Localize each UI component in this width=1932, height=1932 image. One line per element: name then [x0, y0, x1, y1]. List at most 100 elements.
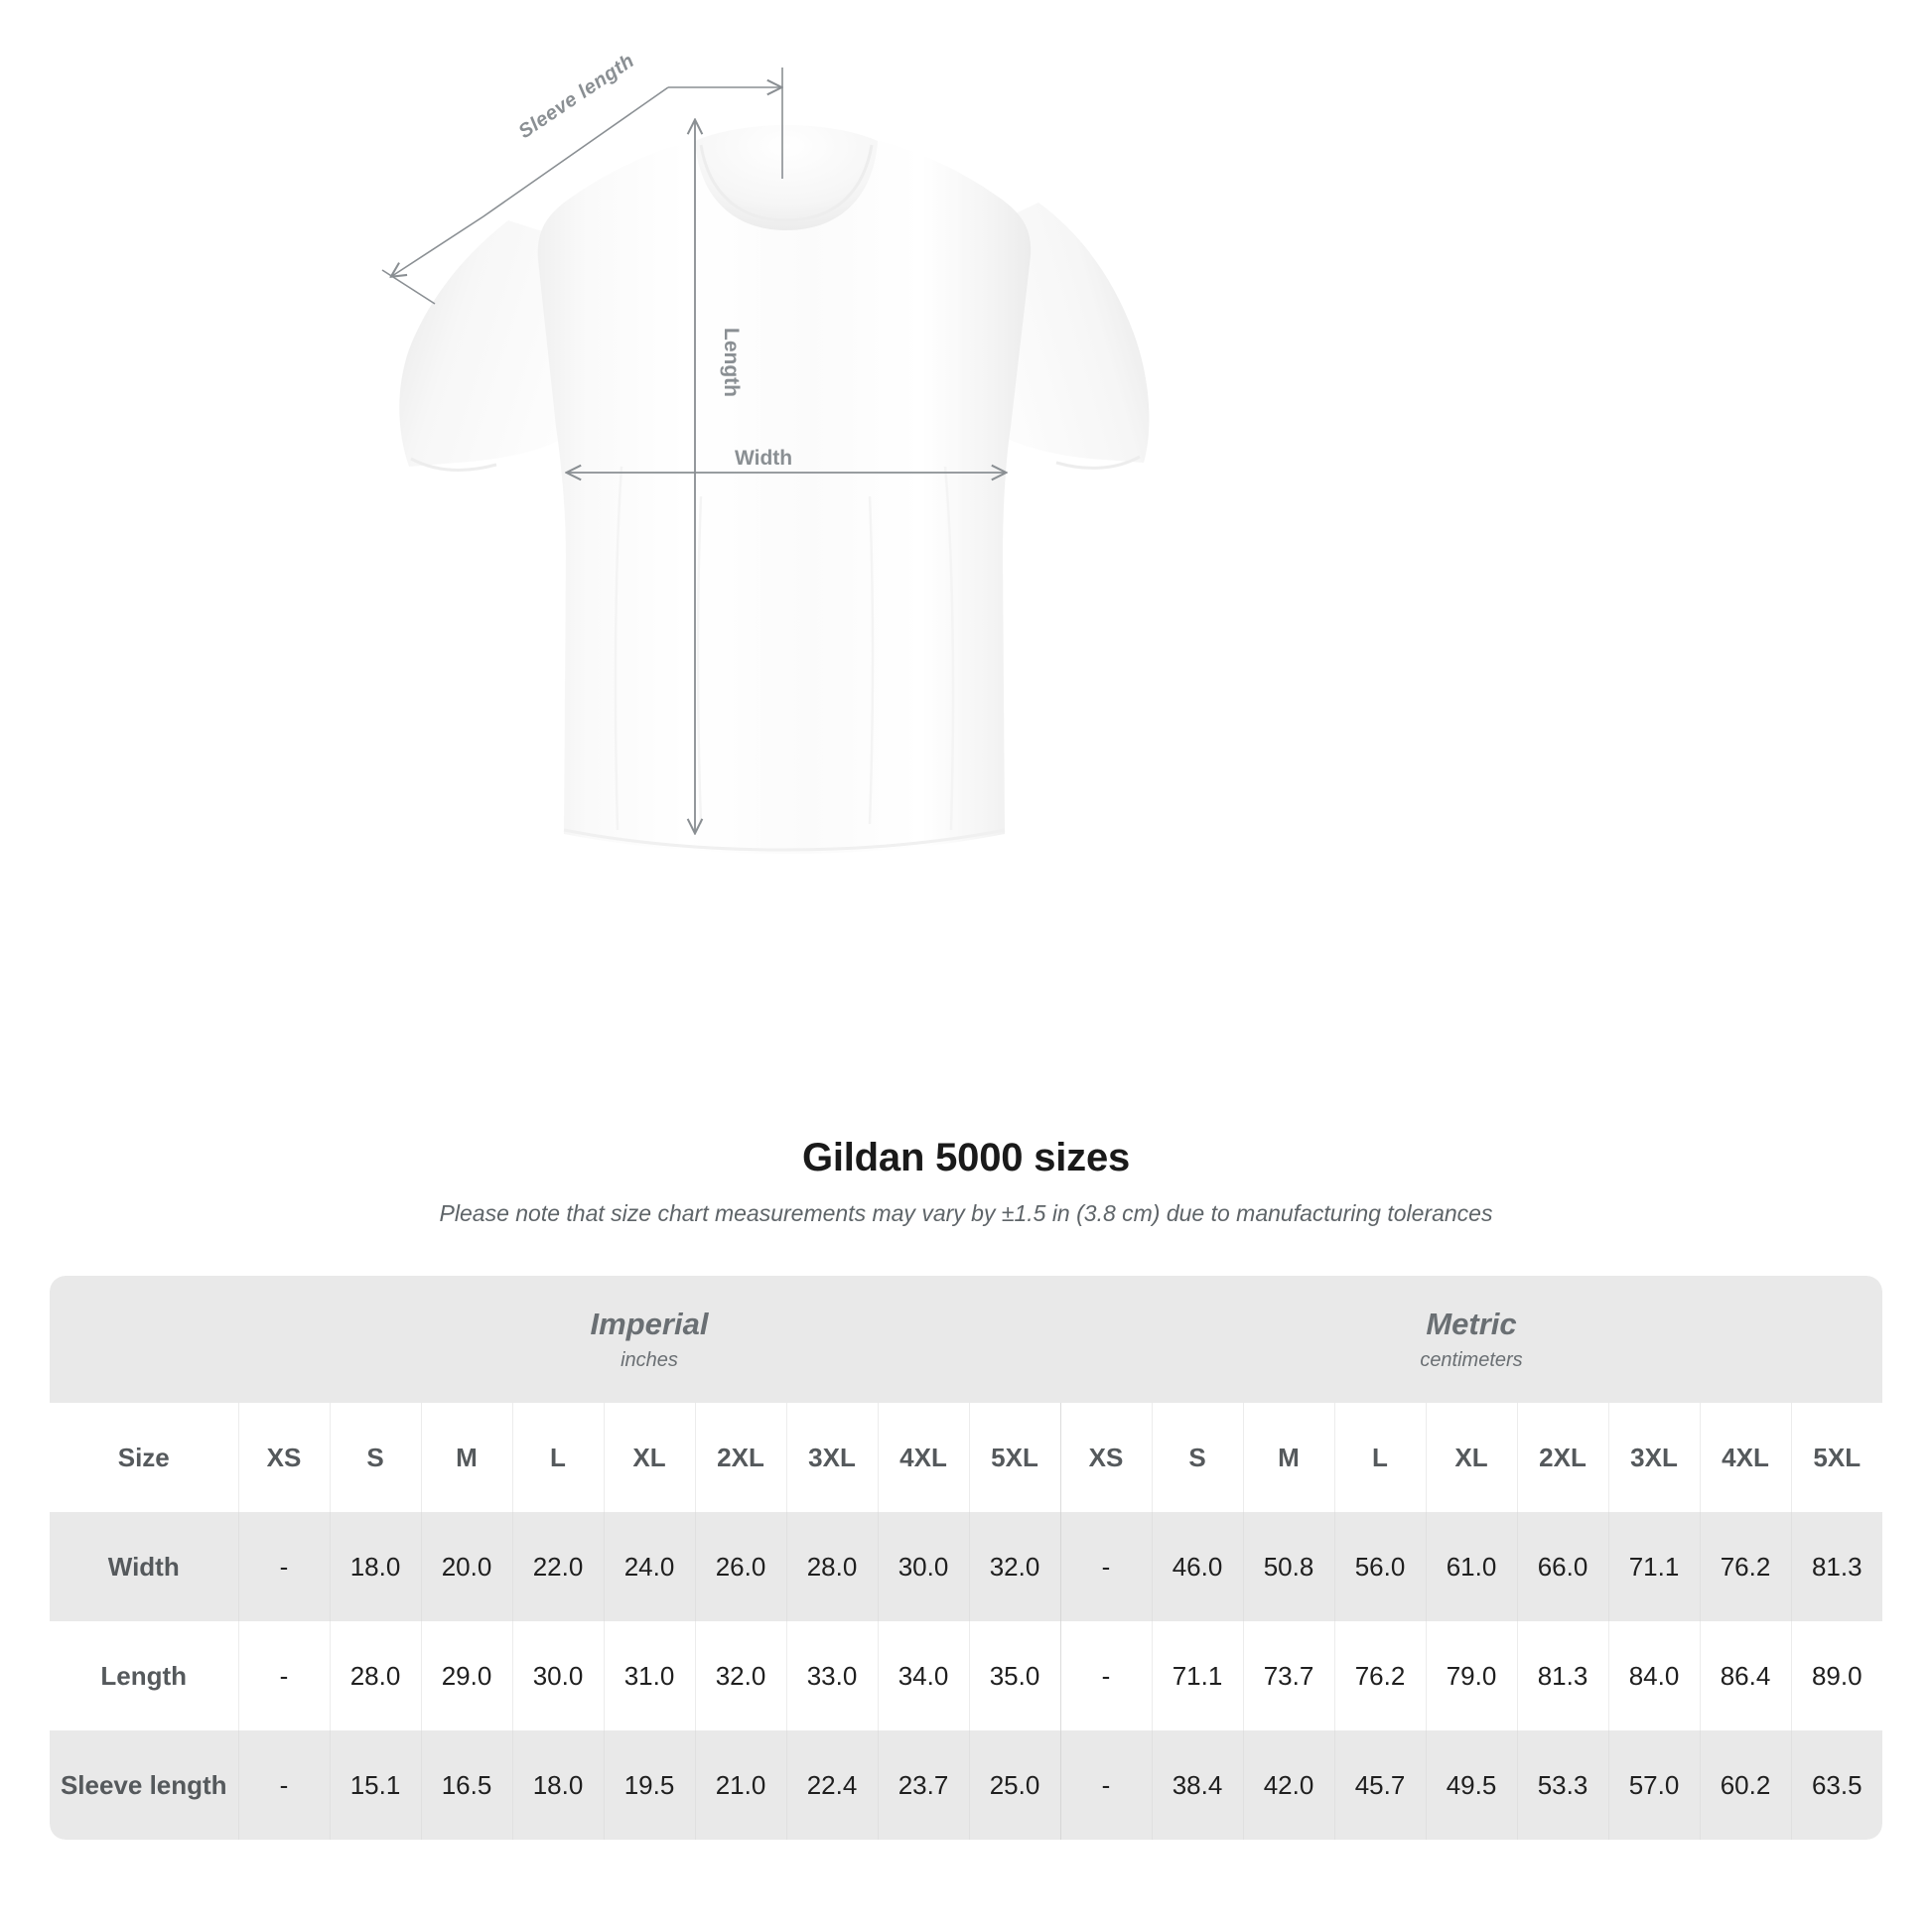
size-header-metric-m: M [1242, 1403, 1334, 1512]
cell-sleeve-length-imperial-xl: 19.5 [603, 1730, 695, 1840]
size-header-row: Size XS S M L XL 2XL 3XL 4XL 5XL XS S M L XL 2XL 3XL 4XL 5… [50, 1403, 1882, 1512]
cell-sleeve-length-imperial-s: 15.1 [329, 1730, 421, 1840]
cell-sleeve-length-metric-l: 45.7 [1333, 1730, 1426, 1840]
row-label-width: Width [50, 1512, 238, 1621]
cell-length-metric-2xl: 81.3 [1516, 1621, 1608, 1730]
cell-length-imperial-3xl: 33.0 [785, 1621, 878, 1730]
cell-length-imperial-xl: 31.0 [603, 1621, 695, 1730]
cell-width-metric-xl: 61.0 [1425, 1512, 1517, 1621]
size-header-metric-xs: XS [1059, 1403, 1152, 1512]
unit-name: Imperial [590, 1306, 709, 1341]
cell-sleeve-length-imperial-5xl: 25.0 [968, 1730, 1060, 1840]
cell-length-imperial-xs: - [237, 1621, 330, 1730]
cell-sleeve-length-imperial-4xl: 23.7 [877, 1730, 969, 1840]
sleeve-length-line [392, 86, 669, 276]
cell-width-imperial-xl: 24.0 [603, 1512, 695, 1621]
size-header-metric-2xl: 2XL [1516, 1403, 1608, 1512]
table-row: Width -18.0 20.0 22.0 24.0 26.0 28.0 30.0 32.0-4… [50, 1512, 1882, 1621]
bottom-hem [563, 828, 1006, 852]
cell-width-metric-m: 50.8 [1242, 1512, 1334, 1621]
cell-sleeve-length-metric-2xl: 53.3 [1516, 1730, 1608, 1840]
cell-width-imperial-3xl: 28.0 [785, 1512, 878, 1621]
size-header-imperial-2xl: 2XL [694, 1403, 786, 1512]
cell-length-metric-s: 71.1 [1151, 1621, 1243, 1730]
shirt-body [537, 141, 1032, 854]
cell-sleeve-length-metric-5xl: 63.5 [1790, 1730, 1882, 1840]
size-header-imperial-5xl: 5XL [968, 1403, 1060, 1512]
cell-width-metric-5xl: 81.3 [1790, 1512, 1882, 1621]
size-table-container: Imperial inches Metric centimeters Size XS S M L… [50, 1276, 1882, 1840]
cell-length-imperial-2xl: 32.0 [694, 1621, 786, 1730]
left-sleeve-hem [410, 457, 497, 472]
cell-width-metric-l: 56.0 [1333, 1512, 1426, 1621]
size-header-metric-xl: XL [1425, 1403, 1517, 1512]
size-header-imperial-3xl: 3XL [785, 1403, 878, 1512]
size-header-metric-4xl: 4XL [1699, 1403, 1791, 1512]
unit-name: Metric [1426, 1306, 1517, 1341]
cell-length-imperial-s: 28.0 [329, 1621, 421, 1730]
size-header-imperial-xs: XS [237, 1403, 330, 1512]
row-label-sleeve-length: Sleeve length [50, 1730, 238, 1840]
cell-width-imperial-xs: - [237, 1512, 330, 1621]
cell-sleeve-length-metric-4xl: 60.2 [1699, 1730, 1791, 1840]
cell-sleeve-length-metric-s: 38.4 [1151, 1730, 1243, 1840]
heading-block: Gildan 5000 sizes Please note that size … [0, 1134, 1932, 1229]
size-header-imperial-l: L [511, 1403, 604, 1512]
cell-sleeve-length-metric-m: 42.0 [1242, 1730, 1334, 1840]
cell-width-imperial-4xl: 30.0 [877, 1512, 969, 1621]
cell-width-metric-4xl: 76.2 [1699, 1512, 1791, 1621]
size-header-imperial-m: M [420, 1403, 512, 1512]
unit-group-metric: Metric centimeters [1060, 1276, 1882, 1403]
cell-sleeve-length-metric-3xl: 57.0 [1607, 1730, 1700, 1840]
tolerance-note: Please note that size chart measurements… [439, 1200, 1493, 1226]
size-header-metric-s: S [1151, 1403, 1243, 1512]
cell-width-metric-s: 46.0 [1151, 1512, 1243, 1621]
cell-length-metric-xl: 79.0 [1425, 1621, 1517, 1730]
sleeve-length-label: Sleeve length [514, 50, 638, 143]
cell-width-metric-2xl: 66.0 [1516, 1512, 1608, 1621]
sleeve-cuff-tick [381, 269, 436, 305]
table-row: Length -28.0 29.0 30.0 31.0 32.0 33.0 34.0 35.0-… [50, 1621, 1882, 1730]
row-label-length: Length [50, 1621, 238, 1730]
fabric-folds [614, 466, 955, 831]
cell-length-metric-l: 76.2 [1333, 1621, 1426, 1730]
cell-length-imperial-l: 30.0 [511, 1621, 604, 1730]
unit-subtitle: inches [621, 1349, 678, 1372]
size-header-imperial-xl: XL [603, 1403, 695, 1512]
dimension-lines [381, 68, 1005, 832]
cell-width-imperial-2xl: 26.0 [694, 1512, 786, 1621]
cell-sleeve-length-imperial-2xl: 21.0 [694, 1730, 786, 1840]
right-sleeve-hem [1055, 455, 1141, 470]
cell-width-imperial-m: 20.0 [420, 1512, 512, 1621]
cell-sleeve-length-imperial-3xl: 22.4 [785, 1730, 878, 1840]
table-row: Sleeve length -15.1 16.5 18.0 19.5 21.0 22.4 23… [50, 1730, 1882, 1840]
unit-subtitle: centimeters [1420, 1349, 1523, 1372]
cell-width-imperial-l: 22.0 [511, 1512, 604, 1621]
cell-width-imperial-5xl: 32.0 [968, 1512, 1060, 1621]
cell-length-metric-4xl: 86.4 [1699, 1621, 1791, 1730]
tshirt-garment [399, 125, 1150, 854]
cell-length-metric-m: 73.7 [1242, 1621, 1334, 1730]
length-label: Length [720, 328, 743, 397]
cell-width-metric-3xl: 71.1 [1607, 1512, 1700, 1621]
size-header-metric-l: L [1333, 1403, 1426, 1512]
cell-sleeve-length-metric-xs: - [1059, 1730, 1152, 1840]
cell-length-metric-5xl: 89.0 [1790, 1621, 1882, 1730]
cell-sleeve-length-imperial-xs: - [237, 1730, 330, 1840]
cell-length-metric-xs: - [1059, 1621, 1152, 1730]
tshirt-diagram: Sleeve length Length Width [381, 50, 1150, 854]
size-header-metric-5xl: 5XL [1790, 1403, 1882, 1512]
size-header-imperial-s: S [329, 1403, 421, 1512]
cell-sleeve-length-metric-xl: 49.5 [1425, 1730, 1517, 1840]
cell-sleeve-length-imperial-l: 18.0 [511, 1730, 604, 1840]
tshirt-illustration: Sleeve length Length Width [381, 50, 1150, 854]
size-header-metric-3xl: 3XL [1607, 1403, 1700, 1512]
width-label: Width [735, 447, 792, 470]
unit-row-spacer [50, 1276, 238, 1403]
unit-header-row: Imperial inches Metric centimeters [50, 1276, 1882, 1403]
size-header-imperial-4xl: 4XL [877, 1403, 969, 1512]
cell-sleeve-length-imperial-m: 16.5 [420, 1730, 512, 1840]
cell-width-imperial-s: 18.0 [329, 1512, 421, 1621]
cell-length-imperial-5xl: 35.0 [968, 1621, 1060, 1730]
